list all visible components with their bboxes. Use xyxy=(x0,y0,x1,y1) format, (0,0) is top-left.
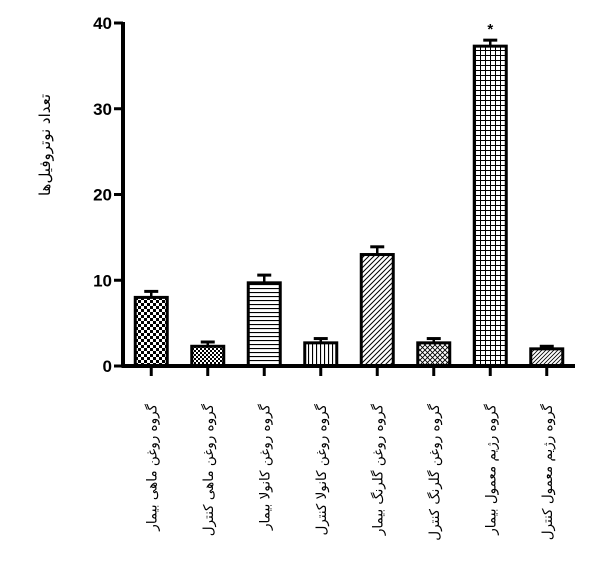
bar xyxy=(303,341,339,368)
y-tick-label: 30 xyxy=(93,100,112,119)
x-tick-label: گروه رژیم معمول بیمار xyxy=(482,403,499,535)
x-tick-label: گروه روغن کانولا کنترل xyxy=(313,403,330,535)
x-tick-label: گروه روغن گلرنگ کنترل xyxy=(426,403,443,540)
significance-marker: * xyxy=(487,21,493,38)
y-tick-label: 0 xyxy=(103,357,112,376)
bar xyxy=(133,295,169,368)
axes-layer: 0 10 20 30 40 xyxy=(93,14,575,376)
bar xyxy=(246,281,282,368)
x-tick-label: گروه رژیم معمول کنترل xyxy=(539,403,556,540)
x-tick-label: گروه روغن کانولا بیمار xyxy=(256,403,273,531)
x-tick-label: گروه روغن ماهی کنترل xyxy=(200,403,217,536)
y-axis-label-group: تعداد نوتروفیل‌ها xyxy=(36,94,54,196)
y-tick-label: 20 xyxy=(93,186,112,205)
bar xyxy=(529,347,565,368)
y-tick-label: 10 xyxy=(93,271,112,290)
y-tick-label: 40 xyxy=(93,14,112,33)
x-tick-label: گروه روغن ماهی بیمار xyxy=(143,403,160,531)
x-tick-labels-layer: گروه روغن ماهی بیمار گروه روغن ماهی کنترل… xyxy=(143,403,556,540)
bar xyxy=(472,44,508,368)
bar xyxy=(190,344,226,368)
y-axis-label: تعداد نوتروفیل‌ها xyxy=(36,94,54,196)
bars-layer: * xyxy=(133,21,565,368)
bar xyxy=(359,253,395,368)
x-tick-label: گروه روغن گلرنگ بیمار xyxy=(369,403,386,536)
bar xyxy=(416,341,452,368)
